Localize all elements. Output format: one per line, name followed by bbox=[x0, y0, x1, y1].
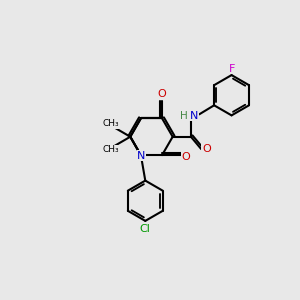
Text: CH₃: CH₃ bbox=[102, 119, 119, 128]
Text: CH₃: CH₃ bbox=[102, 145, 119, 154]
Text: O: O bbox=[158, 89, 167, 99]
Text: F: F bbox=[229, 64, 235, 74]
Text: H: H bbox=[180, 110, 188, 121]
Text: N: N bbox=[190, 110, 198, 121]
Text: N: N bbox=[137, 151, 146, 161]
Text: O: O bbox=[181, 152, 190, 162]
Text: O: O bbox=[202, 144, 211, 154]
Text: Cl: Cl bbox=[140, 224, 151, 234]
